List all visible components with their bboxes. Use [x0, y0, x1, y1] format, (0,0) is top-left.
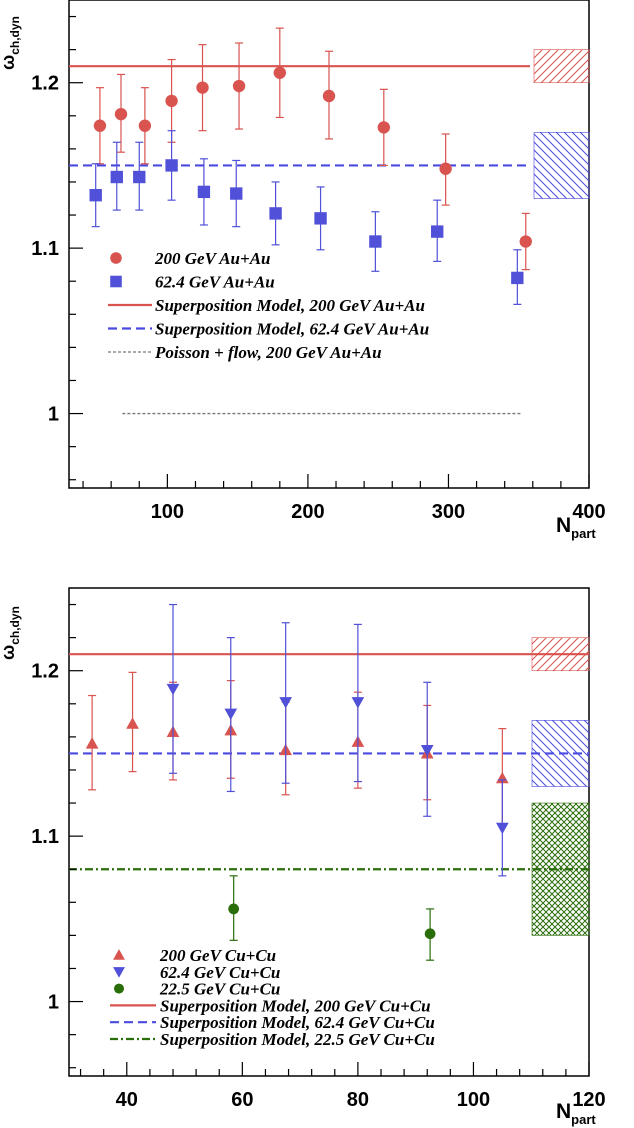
legend-marker-swatch — [110, 252, 122, 264]
data-point — [495, 822, 509, 835]
x-tick-label: 400 — [572, 501, 605, 523]
data-point — [228, 903, 240, 915]
x-tick-label: 60 — [231, 1089, 253, 1111]
legend-label: Poisson + flow, 200 GeV Au+Au — [154, 343, 382, 362]
y-axis-title-symbol: ω — [0, 645, 18, 660]
data-point — [93, 119, 107, 132]
legend-label: Superposition Model, 200 GeV Cu+Cu — [160, 996, 431, 1015]
data-point — [269, 207, 282, 220]
x-axis-title-subscript: part — [571, 1112, 596, 1127]
y-axis-title: ωch,dyn — [0, 606, 22, 660]
x-axis-title: Npart — [556, 514, 596, 541]
legend-label: 62.4 GeV Au+Au — [155, 273, 275, 292]
y-axis-title-subscript: ch,dyn — [8, 16, 22, 55]
data-point — [351, 697, 365, 709]
data-point — [126, 717, 139, 729]
data-point — [232, 79, 246, 93]
x-axis-title: Npart — [556, 1100, 596, 1127]
y-tick-label: 1 — [48, 992, 59, 1014]
y-tick-label: 1.1 — [31, 238, 59, 260]
data-point — [224, 708, 238, 721]
x-tick-label: 100 — [151, 501, 184, 523]
x-axis-title-subscript: part — [571, 526, 596, 541]
legend-label: Superposition Model, 62.4 GeV Cu+Cu — [160, 1013, 435, 1032]
y-tick-label: 1.2 — [31, 73, 59, 95]
systematic-band — [533, 132, 590, 199]
data-point — [439, 162, 452, 175]
data-point — [197, 185, 211, 199]
legend-label: 200 GeV Au+Au — [154, 249, 271, 268]
y-tick-label: 1.2 — [31, 661, 59, 683]
data-point — [165, 159, 178, 172]
x-tick-label: 40 — [116, 1089, 138, 1111]
legend-label: 22.5 GeV Cu+Cu — [159, 980, 280, 999]
data-point — [166, 683, 180, 696]
legend-label: 200 GeV Cu+Cu — [159, 946, 276, 965]
y-tick-label: 1.1 — [31, 826, 59, 848]
y-axis-title-subscript: ch,dyn — [8, 606, 22, 645]
x-tick-label: 120 — [572, 1089, 605, 1111]
x-axis-title-symbol: N — [556, 1100, 571, 1123]
data-point — [165, 94, 178, 108]
data-point — [424, 928, 436, 940]
data-point — [138, 119, 152, 132]
data-point — [196, 81, 209, 94]
y-axis-title-symbol: ω — [0, 55, 18, 70]
data-point — [273, 66, 286, 79]
data-point — [431, 225, 444, 238]
x-tick-label: 200 — [291, 501, 324, 523]
data-point — [85, 737, 99, 749]
data-point — [279, 697, 293, 709]
data-point — [420, 745, 434, 757]
data-point — [377, 121, 390, 134]
legend-marker-swatch — [110, 275, 122, 288]
plot-frame — [68, 0, 590, 489]
data-point — [114, 107, 128, 121]
legend-marker-swatch — [113, 983, 125, 994]
legend-marker-swatch — [113, 967, 125, 978]
data-point — [322, 89, 336, 103]
panel-au-au: 1 1.1 1.2 100 200 300 400 ωch,dyn Npart 200 GeV A… — [0, 0, 606, 541]
legend-label: Superposition Model, 62.4 GeV Au+Au — [155, 320, 429, 339]
data-point — [519, 235, 532, 248]
data-point — [230, 187, 243, 200]
x-tick-label: 80 — [347, 1089, 369, 1111]
x-tick-label: 100 — [457, 1089, 490, 1111]
data-point — [110, 170, 123, 184]
x-tick-label: 300 — [432, 501, 465, 523]
legend-label: 62.4 GeV Cu+Cu — [160, 963, 280, 982]
systematic-band — [533, 49, 590, 84]
panel-cu-cu: 1 1.1 1.2 40 60 80 100 120 ωch,dyn Npart 200 GeV C… — [0, 587, 606, 1127]
data-point — [314, 212, 327, 225]
y-axis-title: ωch,dyn — [0, 16, 22, 70]
legend-marker-swatch — [113, 949, 125, 960]
data-point — [369, 235, 382, 248]
x-axis-title-symbol: N — [556, 514, 571, 537]
y-tick-label: 1 — [48, 404, 59, 426]
data-point — [511, 271, 524, 285]
data-point — [133, 170, 146, 184]
data-point — [89, 189, 102, 202]
legend-label: Superposition Model, 200 GeV Au+Au — [155, 296, 425, 315]
legend-label: Superposition Model, 22.5 GeV Cu+Cu — [160, 1030, 435, 1049]
